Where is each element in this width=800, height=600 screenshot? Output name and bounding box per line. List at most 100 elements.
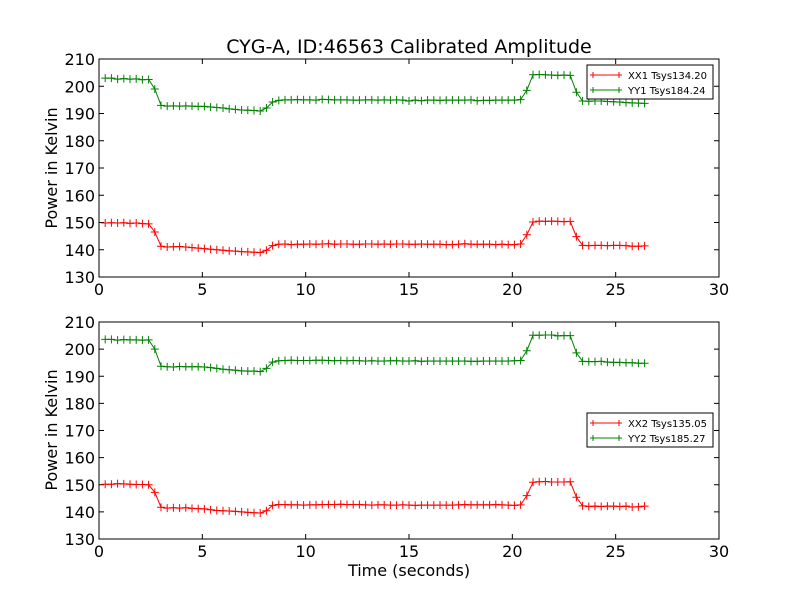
top-data-point xyxy=(119,74,128,83)
bottom-x-axis-label: Time (seconds) xyxy=(347,561,470,580)
bottom-data-point xyxy=(107,335,116,344)
top-data-point xyxy=(467,95,475,104)
top-data-point xyxy=(200,102,209,111)
bottom-data-point xyxy=(144,335,153,344)
bottom-data-point xyxy=(262,364,271,373)
top-panel: CYG-A, ID:46563 Calibrated Amplitude Pow… xyxy=(42,36,729,299)
top-legend-label-1: YY1 Tsys184.24 xyxy=(627,86,706,97)
top-data-point xyxy=(256,248,265,257)
top-data-point xyxy=(516,240,525,249)
top-data-point xyxy=(324,239,333,248)
bottom-y-tick-label: 210 xyxy=(64,313,95,332)
top-data-point xyxy=(405,96,413,105)
bottom-legend-label-0: XX2 Tsys135.05 xyxy=(628,419,707,430)
top-y-tick-label: 150 xyxy=(64,214,95,233)
top-legend-marker-0 xyxy=(590,72,622,78)
top-data-point xyxy=(640,99,649,108)
bottom-x-tick-label: 25 xyxy=(605,542,625,561)
bottom-legend: XX2 Tsys135.05 YY2 Tsys185.27 xyxy=(586,412,714,448)
bottom-series-markers-1 xyxy=(101,331,649,376)
bottom-data-point xyxy=(268,501,277,510)
top-data-point xyxy=(200,244,209,253)
bottom-data-point xyxy=(200,363,209,372)
bottom-data-point xyxy=(566,331,575,340)
top-series-markers-0 xyxy=(101,217,649,257)
bottom-data-point xyxy=(231,366,240,375)
bottom-y-tick-label: 200 xyxy=(64,340,95,359)
bottom-data-point xyxy=(622,502,630,511)
top-x-tick-label: 15 xyxy=(399,280,419,299)
bottom-data-point xyxy=(157,503,165,512)
bottom-data-point xyxy=(510,501,519,510)
top-x-tick-label: 5 xyxy=(197,280,207,299)
top-data-point xyxy=(281,240,289,249)
bottom-y-tick-label: 190 xyxy=(64,367,95,386)
top-data-point xyxy=(566,217,575,226)
top-y-axis-label: Power in Kelvin xyxy=(42,107,61,228)
top-legend: XX1 Tsys134.20 YY1 Tsys184.24 xyxy=(586,64,714,100)
bottom-data-point xyxy=(231,507,240,516)
top-data-point xyxy=(622,241,630,250)
bottom-data-point xyxy=(250,367,258,376)
bottom-data-point xyxy=(522,346,531,355)
top-y-tick-label: 200 xyxy=(64,77,95,96)
top-data-point xyxy=(188,243,196,252)
bottom-data-point xyxy=(640,359,649,368)
top-y-tick-label: 140 xyxy=(64,241,95,260)
bottom-data-point xyxy=(206,363,215,372)
top-data-point xyxy=(454,240,463,249)
top-data-point xyxy=(132,219,141,228)
top-data-point xyxy=(219,104,227,113)
bottom-legend-label-1: YY2 Tsys185.27 xyxy=(627,434,706,445)
top-data-point xyxy=(181,243,190,252)
top-data-point xyxy=(113,75,122,84)
top-x-tick-label: 0 xyxy=(94,280,104,299)
bottom-legend-box xyxy=(586,412,714,448)
bottom-data-point xyxy=(181,503,190,512)
bottom-data-point xyxy=(572,493,581,502)
top-y-tick-label: 180 xyxy=(64,132,95,151)
top-data-point xyxy=(417,96,426,105)
top-data-point xyxy=(398,96,407,105)
top-data-point xyxy=(175,242,184,251)
bottom-plot-area: 0 5 10 15 20 25 30 130 140 150 160 170 180 190 200 210 X… xyxy=(64,313,729,561)
bottom-y-tick-label: 160 xyxy=(64,449,95,468)
bottom-x-tick-label: 30 xyxy=(709,542,729,561)
top-y-tick-label: 130 xyxy=(64,268,95,287)
top-data-point xyxy=(157,101,165,110)
bottom-data-point xyxy=(268,358,277,367)
bottom-data-point xyxy=(212,364,221,373)
top-data-point xyxy=(529,217,537,226)
top-data-point xyxy=(262,246,271,255)
bottom-data-point xyxy=(256,508,265,517)
top-data-point xyxy=(510,240,519,249)
top-data-point xyxy=(157,242,165,251)
bottom-data-point xyxy=(516,356,525,365)
bottom-data-point xyxy=(256,367,265,376)
top-y-tick-label: 190 xyxy=(64,105,95,124)
top-data-point xyxy=(219,246,227,255)
top-data-point xyxy=(150,84,159,93)
top-data-point xyxy=(522,86,531,95)
top-data-point xyxy=(256,107,265,116)
bottom-data-point xyxy=(237,507,246,516)
top-data-point xyxy=(268,241,277,250)
top-y-tick-label: 160 xyxy=(64,186,95,205)
top-data-point xyxy=(231,247,240,256)
bottom-y-tick-label: 170 xyxy=(64,422,95,441)
bottom-data-point xyxy=(578,501,587,510)
top-data-point xyxy=(194,244,203,253)
top-legend-marker-1 xyxy=(590,87,622,93)
top-legend-box xyxy=(586,64,714,100)
top-data-point xyxy=(144,219,153,228)
bottom-data-point xyxy=(597,357,606,366)
top-data-point xyxy=(119,218,128,227)
top-data-point xyxy=(206,102,215,111)
bottom-panel: Power in Kelvin Time (seconds) 0 5 10 15 20 2… xyxy=(42,313,729,580)
top-x-tick-label: 20 xyxy=(502,280,522,299)
bottom-data-point xyxy=(219,365,227,374)
top-x-tick-label: 25 xyxy=(605,280,625,299)
top-data-point xyxy=(566,71,575,80)
bottom-data-point xyxy=(411,356,420,365)
